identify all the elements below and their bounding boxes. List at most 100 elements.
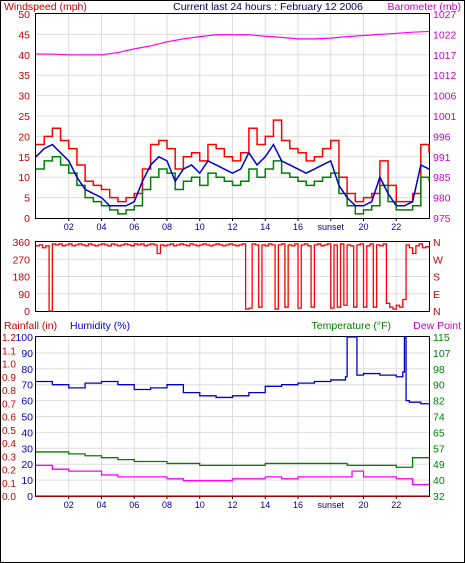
tick-label: 30 <box>18 91 30 103</box>
x-tick-label: 20 <box>358 222 368 232</box>
tick-label: 57 <box>433 443 445 455</box>
tick-label: 270 <box>12 254 30 266</box>
tick-label: N <box>433 306 441 318</box>
dew-point-line <box>36 464 429 486</box>
tick-label: 975 <box>433 213 451 225</box>
tick-label: 90 <box>433 380 445 392</box>
windspeed-tick-labels: 0 5 10 15 20 25 30 35 40 45 50 <box>18 9 30 225</box>
tick-label: 1006 <box>433 91 457 103</box>
tick-label: 40 <box>433 475 445 487</box>
rain-tick-label: 0.6 <box>2 413 16 424</box>
x-tick-label: 10 <box>195 500 205 510</box>
wind-grid <box>36 14 429 218</box>
tick-label: 45 <box>18 29 30 41</box>
temperature-line <box>36 451 429 468</box>
rain-tick-label: 0.1 <box>2 479 16 490</box>
tick-label: 50 <box>21 412 33 424</box>
x-tick-label: 22 <box>391 222 401 232</box>
windspeed-axis-title: Windspeed (mph) <box>4 1 87 13</box>
gust-line <box>36 119 430 203</box>
x-tick-label: 14 <box>260 500 270 510</box>
tick-label: 80 <box>21 364 33 376</box>
x-tick-label: 08 <box>162 222 172 232</box>
direction-series <box>36 243 430 312</box>
x-tick-label: 06 <box>129 500 139 510</box>
x-tick-label: 02 <box>64 222 74 232</box>
tick-label: 15 <box>18 152 30 164</box>
tick-label: 74 <box>433 412 445 424</box>
average-wind-line <box>35 143 430 207</box>
x-tick-label: sunset <box>317 500 344 510</box>
wind-direction-line <box>36 243 430 312</box>
barometer-axis-title: Barometer (mb) <box>387 1 461 13</box>
tick-label: E <box>433 289 440 301</box>
x-tick-label: 14 <box>260 222 270 232</box>
rain-tick-label: 0.7 <box>2 399 16 410</box>
tick-label: 1022 <box>433 29 457 41</box>
tick-label: 20 <box>18 131 30 143</box>
humidity-line <box>36 336 429 405</box>
rain-tick-label: 1.1 <box>2 346 16 357</box>
tick-label: 0 <box>24 306 30 318</box>
rain-tick-label: 1.2 <box>2 333 16 344</box>
wind-series <box>35 30 430 215</box>
tick-label: 1017 <box>433 50 457 62</box>
tick-label: 70 <box>21 380 33 392</box>
x-tick-label: sunset <box>317 222 344 232</box>
tick-label: 60 <box>21 396 33 408</box>
x-tick-label: 02 <box>64 500 74 510</box>
tick-label: 20 <box>21 459 33 471</box>
tick-label: 10 <box>18 172 30 184</box>
tick-label: 180 <box>12 272 30 284</box>
rain-tick-label: 0.2 <box>2 466 16 477</box>
tick-label: 90 <box>21 348 33 360</box>
chart-title: Current last 24 hours : February 12 2006 <box>173 1 363 13</box>
tick-label: 100 <box>15 332 33 344</box>
barometer-tick-labels: 975 980 985 991 996 1001 1006 1012 1017 1022 1027 <box>433 9 457 225</box>
x-tick-label: 16 <box>293 222 303 232</box>
x-tick-label: 12 <box>227 500 237 510</box>
rain-tick-label: 0.3 <box>2 452 16 463</box>
rain-tick-label: 0.0 <box>2 492 16 503</box>
tick-label: 107 <box>433 348 451 360</box>
tick-label: 991 <box>433 152 451 164</box>
dew-point-axis-title: Dew Point <box>413 320 461 332</box>
tick-label: S <box>433 272 440 284</box>
x-tick-label: 08 <box>162 500 172 510</box>
wind-x-tick-labels: 02 04 06 08 10 12 14 16 sunset 20 22 <box>64 218 401 232</box>
rain-tick-label: 0.5 <box>2 426 16 437</box>
tick-label: 5 <box>24 193 30 205</box>
tick-label: 0 <box>24 213 30 225</box>
tick-label: 985 <box>433 172 451 184</box>
tick-label: 90 <box>18 289 30 301</box>
tick-label: 32 <box>433 491 445 503</box>
rain-tick-label: 0.9 <box>2 373 16 384</box>
wind-line <box>36 156 430 215</box>
tick-label: 40 <box>18 50 30 62</box>
tick-label: 50 <box>18 9 30 21</box>
temperature-series <box>36 336 429 497</box>
x-tick-label: 20 <box>358 500 368 510</box>
x-tick-label: 16 <box>293 500 303 510</box>
tick-label: 65 <box>433 427 445 439</box>
tick-label: 996 <box>433 131 451 143</box>
tick-label: 1001 <box>433 111 457 123</box>
tick-label: 0 <box>27 491 33 503</box>
rain-tick-label: 1.0 <box>2 360 16 371</box>
tick-label: 10 <box>21 475 33 487</box>
tick-label: 25 <box>18 111 30 123</box>
wind-barometer-panel: Windspeed (mph) Current last 24 hours : … <box>4 1 461 232</box>
x-tick-label: 06 <box>129 222 139 232</box>
temperature-axis-title: Temperature (°F) <box>312 320 391 332</box>
tick-label: 1027 <box>433 9 457 21</box>
temperature-humidity-panel: Rainfall (in) Humidity (%) Temperature (… <box>2 320 461 510</box>
barometer-line <box>36 30 430 56</box>
direction-degree-labels: 0 90 180 270 360 <box>12 237 30 318</box>
x-tick-label: 04 <box>96 222 106 232</box>
tick-label: 1012 <box>433 70 457 82</box>
tick-label: 49 <box>433 459 445 471</box>
tick-label: W <box>433 254 443 266</box>
rainfall-tick-labels: 0.0 0.1 0.2 0.3 0.4 0.5 0.6 0.7 0.8 0.9 1.0 1.1 1.2 <box>2 333 16 503</box>
